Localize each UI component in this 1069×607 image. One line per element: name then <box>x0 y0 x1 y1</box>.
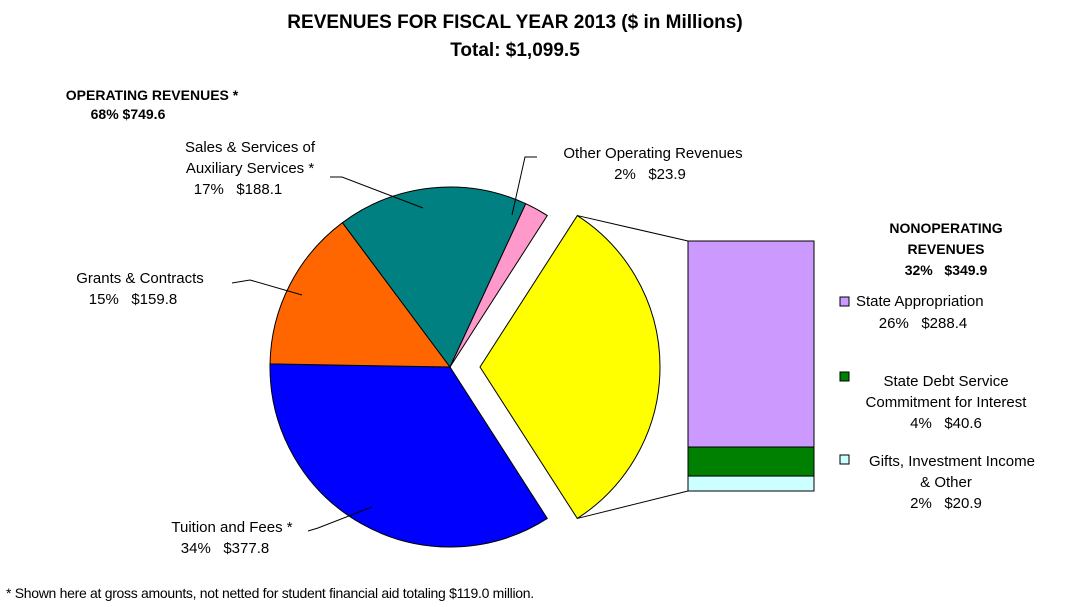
leader-tuition <box>307 506 373 532</box>
legend-swatch-state-debt <box>839 371 850 382</box>
operating-heading: OPERATING REVENUES * <box>66 87 239 103</box>
nonoperating-bar <box>687 240 815 492</box>
tuition-label: Tuition and Fees * <box>171 519 292 536</box>
auxiliary-value: 17% $188.1 <box>194 181 282 198</box>
leader-grants <box>231 279 303 296</box>
auxiliary-label-line1: Sales & Services of <box>185 139 316 156</box>
chart-subtitle: Total: $1,099.5 <box>450 40 580 61</box>
bar-segment-gifts <box>687 475 815 492</box>
auxiliary-label-line2: Auxiliary Services * <box>186 160 315 177</box>
gifts-label-line2: & Other <box>920 474 972 491</box>
state-debt-value: 4% $40.6 <box>910 415 982 432</box>
pie-slice-auxiliary <box>341 186 527 368</box>
operating-summary: 68% $749.6 <box>91 106 166 122</box>
legend-swatch-gifts <box>839 454 850 465</box>
gifts-label-line1: Gifts, Investment Income <box>869 453 1035 470</box>
other-operating-label: Other Operating Revenues <box>563 145 742 162</box>
other-operating-value: 2% $23.9 <box>614 166 686 183</box>
legend-swatch-state-appropriation <box>839 296 850 307</box>
leader-auxiliary <box>330 176 424 209</box>
state-appropriation-value: 26% $288.4 <box>879 315 967 332</box>
connector-lines <box>231 156 689 532</box>
bar-segment-state-debt <box>687 446 815 477</box>
nonoperating-summary: 32% $349.9 <box>905 262 988 278</box>
connector-bottom <box>577 490 689 519</box>
pie-slice-nonoperating <box>479 214 661 520</box>
nonoperating-heading-line2: REVENUES <box>907 241 984 257</box>
pie-slice-other-operating <box>449 203 548 368</box>
nonoperating-heading-line1: NONOPERATING <box>889 220 1002 236</box>
tuition-value: 34% $377.8 <box>181 540 269 557</box>
pie-slices <box>269 186 661 548</box>
state-appropriation-label: State Appropriation <box>856 293 984 310</box>
pie-slice-tuition <box>269 363 548 548</box>
connector-top <box>577 215 689 242</box>
footnote: * Shown here at gross amounts, not nette… <box>6 585 534 601</box>
pie-slice-grants <box>269 221 452 368</box>
leader-other-operating <box>511 156 537 216</box>
gifts-value: 2% $20.9 <box>910 495 982 512</box>
bar-segment-state-appropriation <box>687 240 815 448</box>
state-debt-label-line1: State Debt Service <box>883 373 1008 390</box>
grants-value: 15% $159.8 <box>89 291 177 308</box>
state-debt-label-line2: Commitment for Interest <box>866 394 1028 411</box>
grants-label: Grants & Contracts <box>76 270 204 287</box>
chart-title: REVENUES FOR FISCAL YEAR 2013 ($ in Mill… <box>287 12 742 33</box>
